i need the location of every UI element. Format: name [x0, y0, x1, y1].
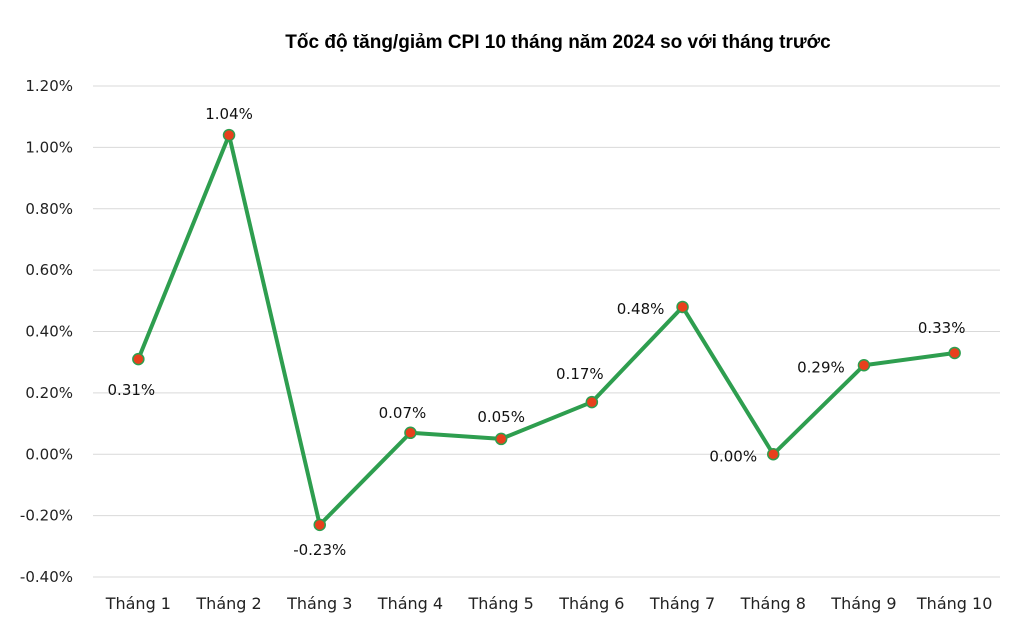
x-tick-label: Tháng 8: [740, 594, 806, 613]
data-label: 0.07%: [379, 404, 427, 422]
x-tick-label: Tháng 7: [649, 594, 715, 613]
x-tick-label: Tháng 4: [377, 594, 443, 613]
x-tick-label: Tháng 2: [195, 594, 261, 613]
data-point: [676, 300, 689, 314]
data-point: [767, 448, 780, 461]
chart-title: Tốc độ tăng/giảm CPI 10 tháng năm 2024 s…: [285, 32, 831, 53]
x-tick-label: Tháng 3: [286, 594, 352, 613]
data-point: [132, 352, 145, 366]
x-tick-label: Tháng 9: [830, 594, 896, 613]
data-label: 0.00%: [709, 447, 757, 465]
x-tick-label: Tháng 10: [916, 594, 992, 613]
y-tick-label: 1.00%: [25, 138, 73, 156]
data-point: [494, 432, 508, 446]
y-axis-ticks: 1.20% 1.00% 0.80% 0.60% 0.40% 0.20% 0.00% -0.20…: [20, 77, 73, 586]
y-tick-label: 1.20%: [25, 77, 73, 95]
x-tick-label: Tháng 1: [105, 594, 171, 613]
x-tick-label: Tháng 5: [468, 594, 534, 613]
data-point: [585, 395, 599, 409]
data-point: [222, 128, 236, 142]
x-tick-label: Tháng 6: [558, 594, 624, 613]
data-label: 0.29%: [797, 358, 845, 376]
series-line: [136, 133, 955, 527]
data-label: 0.17%: [556, 365, 604, 383]
data-label: 0.48%: [617, 300, 665, 318]
data-point: [404, 426, 417, 440]
series-line-path: [136, 133, 955, 527]
data-label: 1.04%: [205, 105, 253, 123]
y-tick-label: 0.60%: [25, 261, 73, 279]
y-tick-label: 0.40%: [25, 323, 73, 341]
y-tick-label: 0.20%: [25, 384, 73, 402]
data-markers: [132, 128, 961, 532]
x-axis-ticks: Tháng 1 Tháng 2 Tháng 3 Tháng 4 Tháng 5 Tháng…: [105, 594, 993, 613]
y-tick-label: 0.00%: [25, 445, 73, 463]
data-label: 0.33%: [918, 319, 966, 337]
data-label: 0.05%: [477, 408, 525, 426]
grid-lines: [93, 85, 1000, 578]
data-label: 0.31%: [108, 381, 156, 399]
y-tick-label: -0.20%: [20, 507, 73, 525]
data-label: -0.23%: [293, 541, 346, 559]
y-tick-label: -0.40%: [20, 568, 73, 586]
data-labels: 0.31% 1.04% -0.23% 0.07% 0.05% 0.17% 0.48% 0.00…: [108, 105, 966, 559]
data-point: [857, 359, 871, 372]
y-tick-label: 0.80%: [25, 200, 73, 218]
data-point: [313, 518, 326, 532]
data-point: [948, 346, 961, 360]
